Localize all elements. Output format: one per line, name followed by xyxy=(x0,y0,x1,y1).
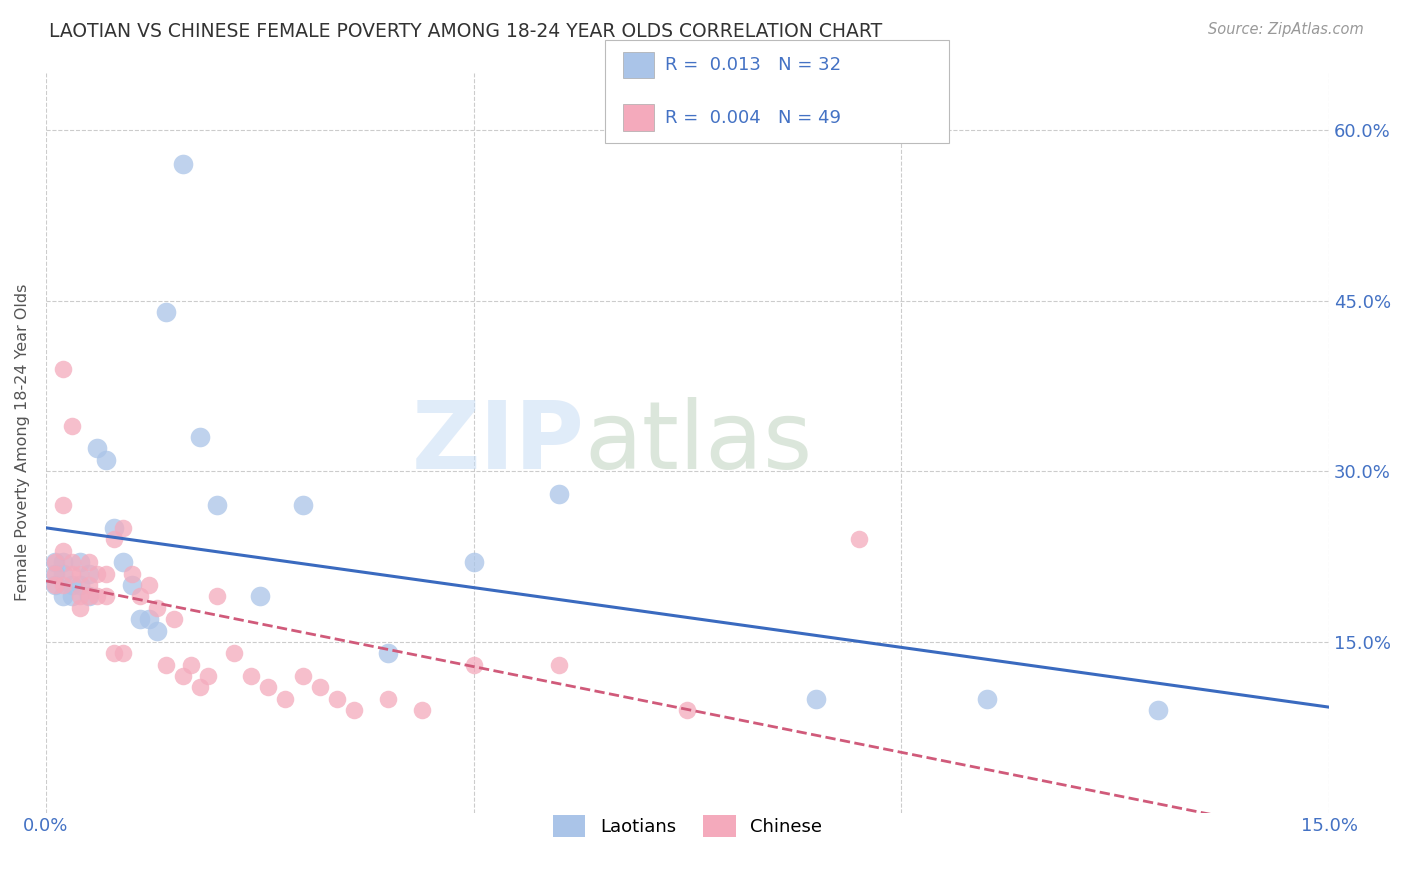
Text: Source: ZipAtlas.com: Source: ZipAtlas.com xyxy=(1208,22,1364,37)
Point xyxy=(44,555,66,569)
Point xyxy=(94,590,117,604)
Point xyxy=(44,566,66,581)
Point xyxy=(52,499,75,513)
Point xyxy=(976,691,998,706)
Point xyxy=(77,555,100,569)
Point xyxy=(291,499,314,513)
Point xyxy=(69,555,91,569)
Point xyxy=(103,521,125,535)
Point xyxy=(69,600,91,615)
Point xyxy=(77,590,100,604)
Point xyxy=(69,578,91,592)
Point xyxy=(111,646,134,660)
Point xyxy=(274,691,297,706)
Point xyxy=(52,555,75,569)
Text: atlas: atlas xyxy=(585,397,813,489)
Point xyxy=(52,566,75,581)
Point xyxy=(308,681,330,695)
Point xyxy=(377,646,399,660)
Point xyxy=(205,499,228,513)
Point xyxy=(60,555,83,569)
Point xyxy=(804,691,827,706)
Point xyxy=(69,590,91,604)
Point xyxy=(188,681,211,695)
Point xyxy=(240,669,263,683)
Point xyxy=(548,487,571,501)
Text: R =  0.004   N = 49: R = 0.004 N = 49 xyxy=(665,109,841,127)
Point xyxy=(44,578,66,592)
Point xyxy=(180,657,202,672)
Point xyxy=(548,657,571,672)
Text: R =  0.013   N = 32: R = 0.013 N = 32 xyxy=(665,56,841,74)
Point xyxy=(463,555,485,569)
Point xyxy=(172,669,194,683)
Point xyxy=(94,566,117,581)
Point xyxy=(44,578,66,592)
Point xyxy=(291,669,314,683)
Point xyxy=(146,624,169,638)
Point xyxy=(205,590,228,604)
Point xyxy=(60,566,83,581)
Point xyxy=(129,590,152,604)
Point xyxy=(224,646,246,660)
Point xyxy=(52,361,75,376)
Point xyxy=(86,566,108,581)
Point xyxy=(77,578,100,592)
Point xyxy=(257,681,280,695)
Text: ZIP: ZIP xyxy=(412,397,585,489)
Point xyxy=(1147,703,1170,717)
Legend: Laotians, Chinese: Laotians, Chinese xyxy=(546,808,830,844)
Point xyxy=(155,657,177,672)
Point xyxy=(77,590,100,604)
Point xyxy=(138,578,160,592)
Y-axis label: Female Poverty Among 18-24 Year Olds: Female Poverty Among 18-24 Year Olds xyxy=(15,284,30,601)
Point xyxy=(52,578,75,592)
Point xyxy=(249,590,271,604)
Point xyxy=(411,703,433,717)
Point xyxy=(155,305,177,319)
Point xyxy=(172,157,194,171)
Point xyxy=(69,566,91,581)
Point xyxy=(44,555,66,569)
Point xyxy=(146,600,169,615)
Point xyxy=(103,646,125,660)
Point xyxy=(121,578,143,592)
Point xyxy=(326,691,349,706)
Point xyxy=(121,566,143,581)
Point xyxy=(188,430,211,444)
Point xyxy=(86,590,108,604)
Point xyxy=(463,657,485,672)
Point xyxy=(676,703,699,717)
Point xyxy=(60,590,83,604)
Point xyxy=(77,566,100,581)
Point xyxy=(111,521,134,535)
Point xyxy=(60,578,83,592)
Point xyxy=(163,612,186,626)
Point xyxy=(197,669,219,683)
Point xyxy=(343,703,366,717)
Point xyxy=(94,453,117,467)
Point xyxy=(60,418,83,433)
Point xyxy=(52,544,75,558)
Point xyxy=(52,590,75,604)
Point xyxy=(111,555,134,569)
Text: LAOTIAN VS CHINESE FEMALE POVERTY AMONG 18-24 YEAR OLDS CORRELATION CHART: LAOTIAN VS CHINESE FEMALE POVERTY AMONG … xyxy=(49,22,883,41)
Point xyxy=(848,533,870,547)
Point xyxy=(86,442,108,456)
Point xyxy=(377,691,399,706)
Point xyxy=(129,612,152,626)
Point xyxy=(138,612,160,626)
Point xyxy=(44,566,66,581)
Point xyxy=(103,533,125,547)
